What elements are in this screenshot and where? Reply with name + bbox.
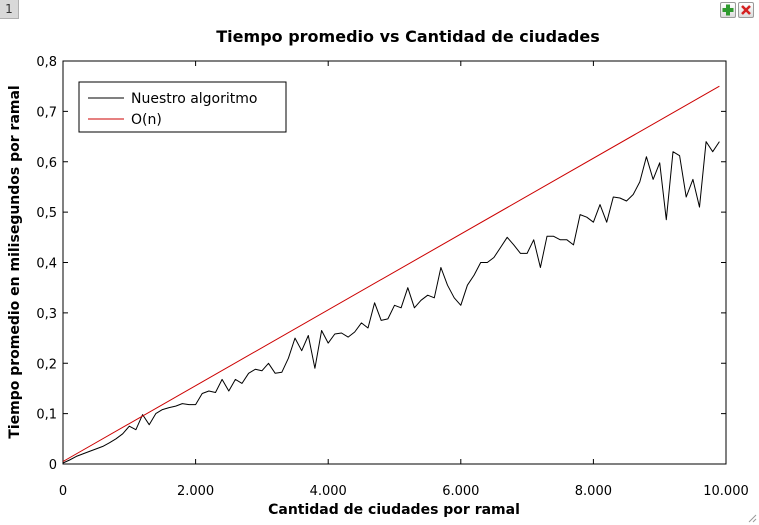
chart-title: Tiempo promedio vs Cantidad de ciudades [216, 27, 599, 46]
series-line-o-n [62, 85, 720, 462]
resize-grip-icon[interactable] [745, 511, 757, 523]
x-axis-label: Cantidad de ciudades por ramal [268, 502, 520, 518]
x-tick-label: 4.000 [310, 484, 347, 499]
legend: Nuestro algoritmo O(n) [78, 81, 287, 133]
x-tick-label: 0 [59, 484, 67, 499]
y-axis: 0 0,1 0,2 0,3 0,4 0,5 0,6 0,7 0,8 [36, 55, 726, 473]
close-x-icon [741, 5, 751, 15]
y-tick-label: 0,6 [36, 156, 57, 171]
y-tick-label: 0,2 [36, 357, 57, 372]
y-tick-label: 0,3 [36, 307, 57, 322]
legend-label-o-n: O(n) [131, 112, 162, 128]
x-tick-label: 6.000 [442, 484, 479, 499]
x-tick-label: 10.000 [703, 484, 749, 499]
add-plot-button[interactable] [720, 2, 736, 18]
tab-number[interactable]: 1 [0, 0, 19, 19]
legend-box [78, 81, 287, 133]
y-tick-label: 0,8 [36, 55, 57, 70]
legend-label-nuestro-algoritmo: Nuestro algoritmo [131, 91, 257, 107]
y-tick-label: 0,1 [36, 408, 57, 423]
close-plot-button[interactable] [738, 2, 754, 18]
x-tick-label: 8.000 [575, 484, 612, 499]
series-line-nuestro-algoritmo [62, 141, 720, 464]
x-tick-label: 2.000 [177, 484, 214, 499]
y-tick-label: 0,7 [36, 105, 57, 120]
series-group [62, 85, 720, 464]
plus-icon [722, 4, 734, 16]
y-tick-label: 0,4 [36, 257, 57, 272]
x-axis: 0 2.000 4.000 6.000 8.000 10.000 [59, 61, 749, 499]
y-tick-label: 0 [49, 458, 57, 473]
y-axis-label: Tiempo promedio en milisegundos por rama… [7, 85, 23, 438]
y-tick-label: 0,5 [36, 206, 57, 221]
